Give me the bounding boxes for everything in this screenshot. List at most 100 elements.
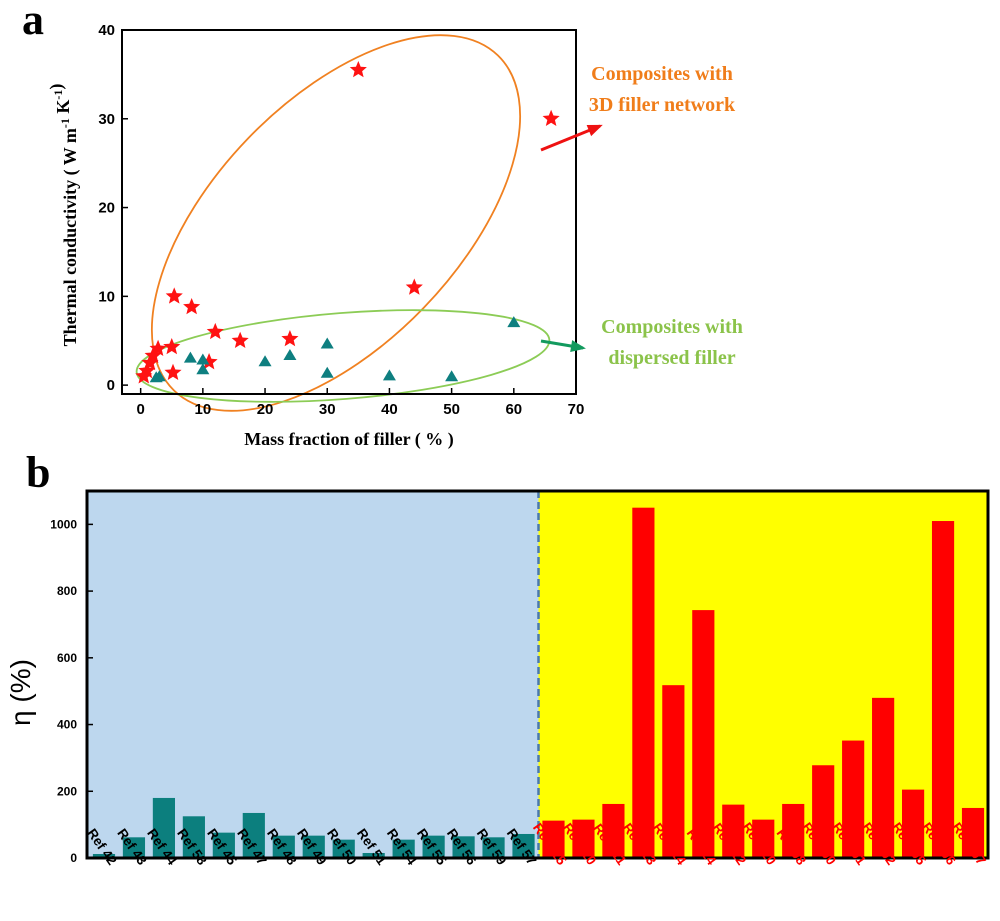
star-marker: [542, 109, 560, 127]
triangle-marker: [283, 349, 297, 361]
triangle-marker: [152, 370, 166, 382]
triangle-marker: [196, 363, 210, 375]
bar: [842, 740, 865, 858]
bar: [901, 789, 925, 858]
annotation-dispersed-line2: dispersed filler: [608, 347, 735, 369]
panel-a-label: a: [22, 0, 44, 44]
annotation-arrows: [540, 124, 603, 352]
star-marker: [183, 298, 201, 315]
arrow-dispersed: [540, 339, 586, 352]
bar: [632, 507, 655, 858]
star-marker: [231, 331, 249, 349]
bar: [182, 816, 205, 858]
plot-frame: [121, 29, 577, 395]
x-tick-label: 50: [443, 401, 460, 418]
star-marker: [164, 363, 182, 380]
group-ellipses: [135, 34, 551, 412]
bar: [692, 610, 715, 858]
bar: [332, 839, 355, 858]
x-tick-label: 10: [195, 401, 212, 418]
y-tick-label: 10: [98, 288, 115, 305]
ellipse-dispersed: [135, 309, 551, 403]
bar: [961, 807, 985, 858]
x-tick-label: 60: [505, 401, 522, 418]
star-marker: [281, 329, 299, 347]
arrow-3d-network: [540, 124, 603, 152]
triangle-marker: [196, 353, 210, 365]
triangle-marker: [258, 355, 272, 367]
star-marker: [405, 278, 423, 295]
scatter-chart: 0 10 20 30 40 50 60 70 0 10 20 30 40 Mass fraction …: [46, 22, 743, 450]
bar: [302, 835, 325, 858]
star-marker: [163, 337, 181, 355]
star-marker: [206, 322, 224, 340]
bar: [542, 820, 565, 858]
x-tick-label: 20: [257, 401, 274, 418]
bar: [782, 803, 805, 858]
annotation-dispersed-line1: Composites with: [601, 316, 743, 338]
triangle-marker: [382, 369, 396, 381]
bar: [122, 837, 146, 858]
x-tick-label: 40: [381, 401, 398, 418]
y-tick-label: 30: [98, 111, 115, 128]
y-tick-label-b: 0: [70, 851, 77, 865]
star-marker: [165, 287, 183, 304]
bar: [152, 797, 176, 858]
ellipse-3d-network: [150, 34, 522, 412]
bar: [662, 685, 685, 858]
triangle-marker: [320, 366, 334, 378]
annotation-3d-line1: Composites with: [591, 63, 733, 85]
star-marker: [138, 361, 156, 379]
y-tick-label-b: 1000: [50, 517, 77, 531]
bar: [272, 835, 295, 858]
bar: [92, 853, 116, 858]
bar: [242, 812, 265, 858]
bar: [482, 837, 505, 858]
star-marker: [141, 353, 159, 371]
triangle-marker: [507, 316, 521, 328]
x-tick-label: 70: [568, 401, 585, 418]
background-left-group: [87, 491, 539, 858]
bar: [572, 819, 595, 858]
plot-frame-b: [85, 489, 990, 860]
bar: [931, 521, 955, 858]
annotation-3d-line2: 3D filler network: [589, 94, 736, 116]
star-marker: [349, 60, 367, 78]
y-tick-label: 20: [98, 200, 115, 217]
bar: [872, 697, 895, 858]
bar: [362, 852, 385, 858]
y-tick-label-b: 400: [57, 718, 77, 732]
y-tick-label-b: 800: [57, 584, 77, 598]
bar: [392, 839, 415, 858]
bar: [602, 803, 625, 858]
x-axis-label: Mass fraction of filler ( % ): [244, 429, 454, 450]
triangle-marker: [183, 351, 197, 363]
bar: [752, 819, 775, 858]
y-tick-label-b: 600: [57, 651, 77, 665]
y-axis-ticks: 0 10 20 30 40: [98, 22, 128, 394]
y-axis-label: Thermal conductivity ( W m-1 K-1): [46, 84, 81, 347]
bar: [812, 765, 835, 858]
bar: [512, 833, 535, 858]
triangle-marker: [445, 370, 459, 382]
bar: [212, 832, 235, 858]
bar: [422, 835, 445, 858]
triangle-marker: [320, 337, 334, 349]
panel-b-label: b: [26, 448, 50, 497]
x-tick-label: 0: [136, 401, 144, 418]
star-marker: [149, 339, 167, 356]
bars: [92, 507, 985, 858]
bar: [722, 804, 745, 858]
y-tick-label: 40: [98, 22, 115, 39]
y-axis-label-b: η (%): [5, 659, 36, 726]
scatter-marks: [135, 60, 560, 384]
y-axis-ticks-b: 0 200 400 600 800 1000: [50, 517, 93, 865]
x-axis-ticks: 0 10 20 30 40 50 60 70: [136, 388, 584, 418]
y-tick-label-b: 200: [57, 784, 77, 798]
y-tick-label: 0: [107, 377, 115, 394]
star-marker: [200, 353, 218, 370]
bar: [452, 836, 475, 858]
x-tick-label: 30: [319, 401, 336, 418]
